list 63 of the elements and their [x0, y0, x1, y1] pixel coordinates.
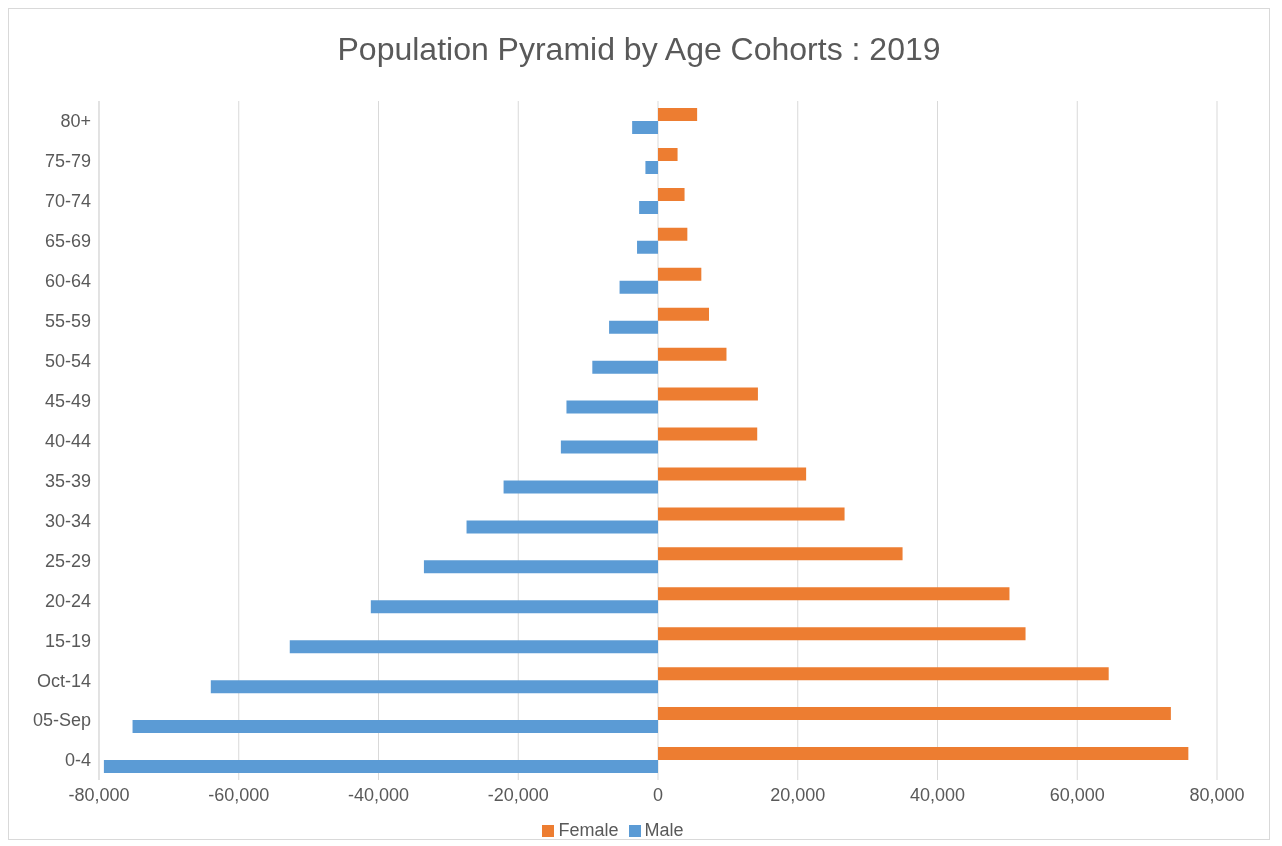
- bar: [658, 707, 1171, 721]
- bar: [645, 160, 658, 174]
- y-tick-label: 25-29: [44, 550, 91, 571]
- y-tick-label: 40-44: [44, 430, 91, 451]
- bar: [132, 720, 658, 734]
- bar: [658, 547, 903, 561]
- bar: [619, 280, 658, 294]
- x-tick-label: 40,000: [909, 784, 966, 805]
- bar: [658, 267, 702, 281]
- x-tick-label: -40,000: [347, 784, 410, 805]
- bar: [658, 747, 1189, 761]
- bar: [658, 387, 758, 401]
- y-tick-label: 55-59: [44, 311, 91, 332]
- y-tick-label: 30-34: [44, 510, 91, 531]
- y-tick-label: 50-54: [44, 351, 91, 372]
- bar: [103, 760, 658, 774]
- bar: [658, 347, 727, 361]
- x-tick-label: 0: [652, 784, 664, 805]
- bar: [658, 427, 758, 441]
- bar: [658, 307, 710, 321]
- y-tick-label: 60-64: [44, 271, 91, 292]
- chart-title: Population Pyramid by Age Cohorts : 2019: [336, 30, 942, 69]
- y-tick-label: Oct-14: [36, 670, 91, 691]
- bar: [658, 667, 1109, 681]
- legend-label: Male: [644, 820, 684, 840]
- x-tick-label: -80,000: [68, 784, 130, 805]
- bar: [658, 227, 688, 241]
- bar: [560, 440, 658, 454]
- bar: [658, 507, 845, 521]
- x-tick-label: -60,000: [208, 784, 270, 805]
- bar: [658, 467, 807, 481]
- y-tick-label: 0-4: [64, 750, 91, 771]
- bar: [370, 600, 658, 614]
- bar: [289, 640, 658, 654]
- bar: [658, 147, 678, 161]
- y-tick-label: 35-39: [44, 470, 91, 491]
- y-tick-label: 80+: [60, 111, 91, 132]
- bar: [632, 121, 658, 134]
- bar: [503, 480, 658, 494]
- x-tick-label: 20,000: [770, 784, 826, 805]
- bar: [658, 108, 698, 121]
- y-tick-label: 70-74: [44, 191, 91, 212]
- bar: [637, 240, 658, 254]
- bar: [658, 187, 685, 201]
- bar: [592, 360, 658, 374]
- y-tick-label: 65-69: [44, 231, 91, 252]
- y-tick-label: 15-19: [44, 630, 91, 651]
- bar: [639, 200, 658, 214]
- x-tick-label: 60,000: [1049, 784, 1105, 805]
- y-tick-label: 75-79: [44, 151, 91, 172]
- bar: [658, 627, 1026, 641]
- bar: [658, 587, 1010, 601]
- y-tick-label: 05-Sep: [32, 710, 91, 731]
- bar: [609, 320, 658, 334]
- bar: [566, 400, 658, 414]
- bar: [210, 680, 658, 694]
- bar: [466, 520, 658, 534]
- x-tick-label: 80,000: [1189, 784, 1245, 805]
- legend-label: Female: [558, 820, 619, 840]
- y-tick-label: 20-24: [44, 590, 91, 611]
- x-tick-label: -20,000: [487, 784, 549, 805]
- y-tick-label: 45-49: [44, 390, 91, 411]
- bar: [423, 560, 658, 574]
